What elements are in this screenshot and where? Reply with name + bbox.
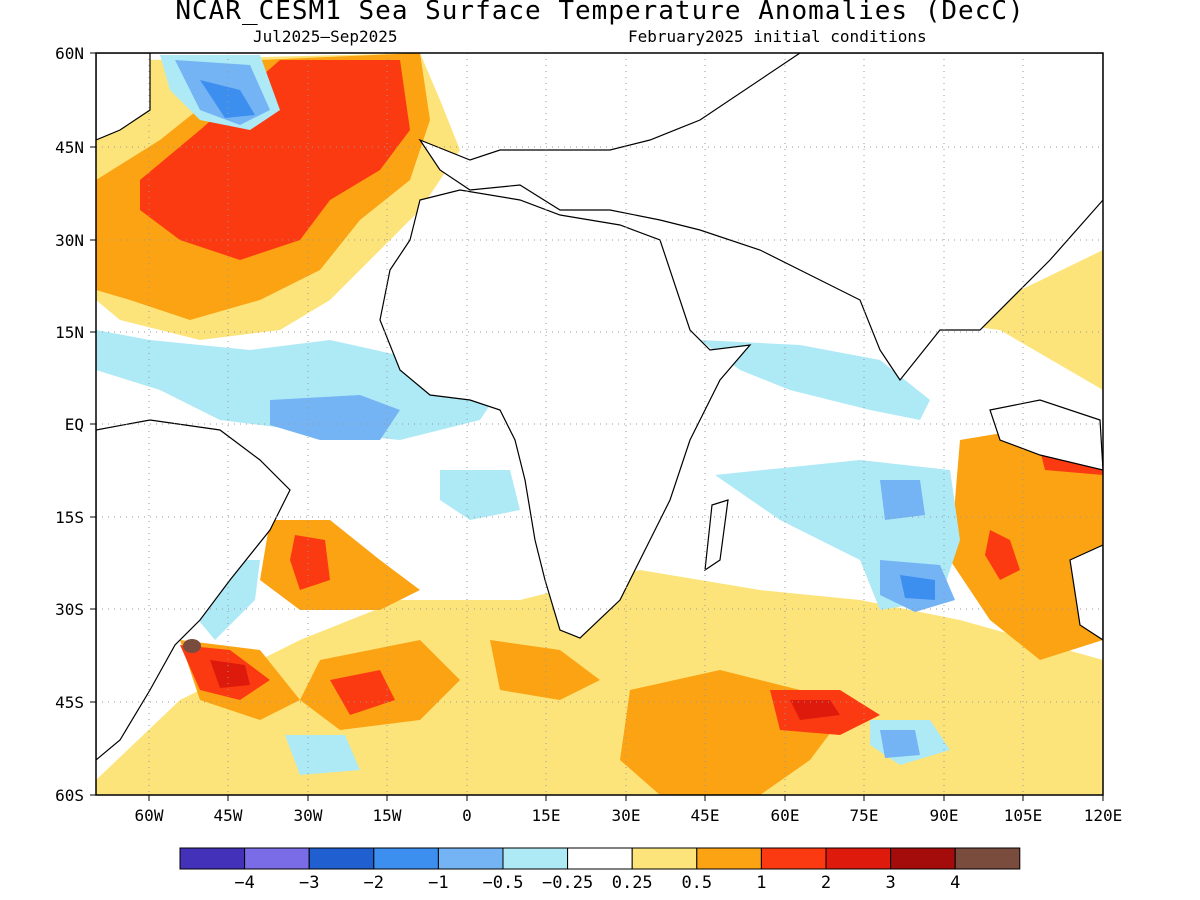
lon-tick-label: 30W xyxy=(294,806,323,825)
coastlines xyxy=(96,53,1103,761)
madagascar xyxy=(704,499,729,572)
anomaly-region xyxy=(700,340,930,420)
anomaly-region xyxy=(880,480,925,520)
anomaly-region xyxy=(290,535,330,590)
lat-tick-label: 30N xyxy=(55,231,84,250)
lon-tick-label: 15W xyxy=(373,806,402,825)
south-america xyxy=(96,419,291,761)
colorbar-label: −4 xyxy=(234,873,254,893)
colorbar-label: 1 xyxy=(756,873,766,893)
map-title: NCAR_CESM1 Sea Surface Temperature Anoma… xyxy=(175,0,1025,26)
anomaly-region xyxy=(200,80,255,118)
lon-tick-label: 60W xyxy=(135,806,164,825)
lon-tick-label: 105E xyxy=(1004,806,1043,825)
colorbar-label: 0.25 xyxy=(612,873,653,893)
lon-tick-label: 45E xyxy=(691,806,720,825)
colorbar-label: 3 xyxy=(885,873,895,893)
initial-conditions: February2025 initial conditions xyxy=(628,27,927,46)
colorbar-swatch xyxy=(373,847,439,870)
colorbar-label: −3 xyxy=(299,873,319,893)
anomaly-region xyxy=(210,660,250,688)
colorbar-swatch xyxy=(696,847,762,870)
colorbar-label: −2 xyxy=(364,873,384,893)
colorbar-label: 4 xyxy=(950,873,960,893)
anomaly-region xyxy=(260,520,420,610)
lat-tick-label: 45N xyxy=(55,138,84,157)
lon-tick-label: 60E xyxy=(771,806,800,825)
lon-tick-label: 90E xyxy=(930,806,959,825)
axis-ticks: 60N 45N 30N 15N EQ 15S 30S 45S 60S 60W 45W 30W 15W 0 1… xyxy=(55,44,1122,825)
anomaly-region xyxy=(285,735,360,775)
colorbar-swatch xyxy=(954,847,1021,870)
colorbar-swatch xyxy=(890,847,956,870)
colorbar-label: −0.25 xyxy=(542,873,593,893)
lat-tick-label: 30S xyxy=(55,600,84,619)
anomaly-region xyxy=(880,250,1103,390)
colorbar-swatch xyxy=(244,847,310,870)
colorbar-swatch xyxy=(631,847,698,870)
colorbar: −4 −3 −2 −1 −0.5 −0.25 0.25 0.5 1 2 3 4 xyxy=(179,847,1021,893)
africa xyxy=(379,189,752,639)
colorbar-swatch xyxy=(437,847,504,870)
lat-tick-label: 60N xyxy=(55,44,84,63)
colorbar-label: −0.5 xyxy=(483,873,524,893)
graticule xyxy=(96,53,1103,795)
lon-tick-label: 15E xyxy=(532,806,561,825)
anomaly-region xyxy=(96,570,1103,795)
lat-tick-label: 15S xyxy=(55,508,84,527)
colorbar-swatch xyxy=(308,847,375,870)
anomaly-region xyxy=(490,640,600,700)
lon-tick-label: 45W xyxy=(214,806,243,825)
lat-tick-label: 60S xyxy=(55,786,84,805)
colorbar-label: −1 xyxy=(428,873,448,893)
lat-tick-label: 15N xyxy=(55,323,84,342)
colorbar-swatch xyxy=(567,847,633,870)
anomaly-region xyxy=(270,395,400,440)
colorbar-swatch xyxy=(825,847,892,870)
anomaly-field xyxy=(96,53,1103,795)
lat-tick-label: 45S xyxy=(55,693,84,712)
colorbar-swatch xyxy=(179,847,246,870)
anomaly-region xyxy=(900,575,935,600)
anomaly-region xyxy=(880,730,920,758)
anomaly-region xyxy=(330,670,395,715)
lon-tick-label: 0 xyxy=(462,806,472,825)
forecast-period: Jul2025—Sep2025 xyxy=(253,27,398,46)
anomaly-region xyxy=(440,470,520,520)
australia xyxy=(1069,544,1103,641)
lon-tick-label: 30E xyxy=(612,806,641,825)
colorbar-swatch xyxy=(502,847,569,870)
indonesia xyxy=(989,399,1103,471)
anomaly-region xyxy=(140,60,410,260)
lat-tick-label: EQ xyxy=(65,415,84,434)
north-america xyxy=(96,53,151,141)
anomaly-region xyxy=(790,700,840,720)
anomaly-region xyxy=(183,639,201,653)
colorbar-label: 0.5 xyxy=(681,873,712,893)
colorbar-label: 2 xyxy=(821,873,831,893)
anomaly-region xyxy=(950,430,1103,660)
anomaly-region xyxy=(985,530,1020,580)
lon-tick-label: 75E xyxy=(850,806,879,825)
europe xyxy=(418,53,1103,382)
colorbar-swatch xyxy=(760,847,827,870)
lon-tick-label: 120E xyxy=(1084,806,1123,825)
